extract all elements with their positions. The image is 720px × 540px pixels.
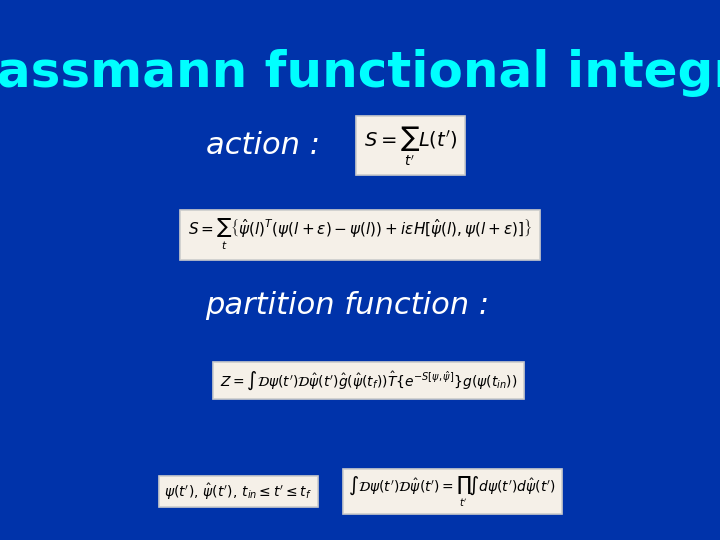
Text: Grassmann functional integral: Grassmann functional integral [0,49,720,97]
Text: $S = \sum_{t} \left\{ \hat{\psi}(l)^T (\psi(l+\epsilon) - \psi(l)) + i\epsilon H: $S = \sum_{t} \left\{ \hat{\psi}(l)^T (\… [188,218,532,252]
Text: $S = \sum_{t'} L(t')$: $S = \sum_{t'} L(t')$ [364,124,457,167]
Text: $Z = \int \mathcal{D}\psi(t') \mathcal{D}\hat{\psi}(t') \hat{g}(\hat{\psi}(t_f)): $Z = \int \mathcal{D}\psi(t') \mathcal{D… [220,369,517,392]
Text: partition function :: partition function : [205,291,490,320]
Text: action :: action : [207,131,320,160]
Text: $\psi(t'),\, \hat{\psi}(t'),\, t_{in} \leq t' \leq t_f$: $\psi(t'),\, \hat{\psi}(t'),\, t_{in} \l… [164,481,312,502]
Text: $\int \mathcal{D}\psi(t') \mathcal{D}\hat{\psi}(t') = \prod_{t'} \int d\psi(t') : $\int \mathcal{D}\psi(t') \mathcal{D}\ha… [348,474,557,509]
